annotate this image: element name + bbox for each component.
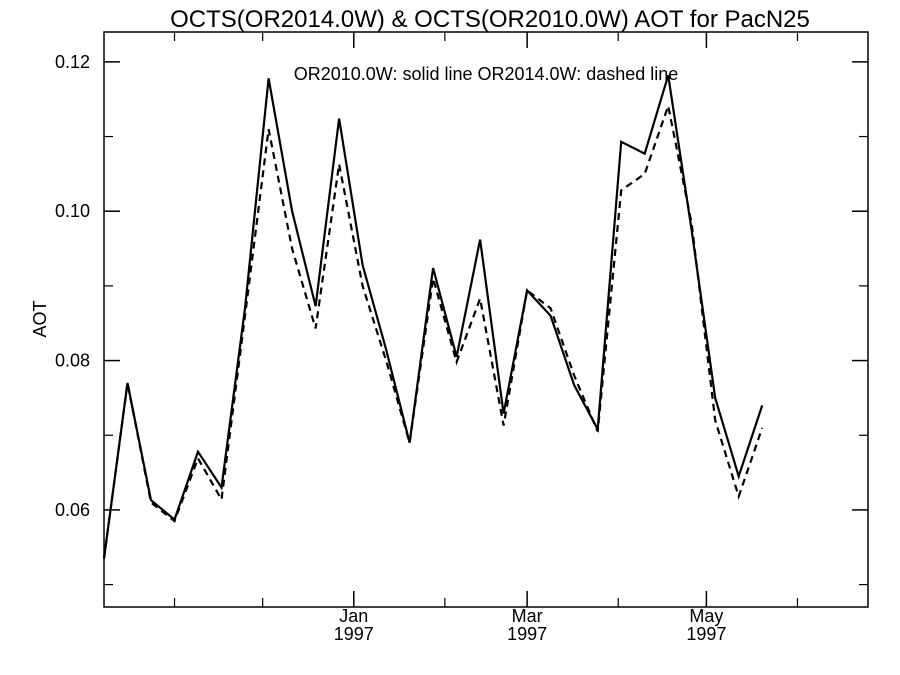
y-tick-label: 0.08 <box>55 351 90 371</box>
series-layer <box>102 74 764 559</box>
y-tick-label: 0.10 <box>55 201 90 221</box>
series-line-or2010-0w <box>102 74 764 559</box>
legend-annotation: OR2010.0W: solid line OR2014.0W: dashed … <box>294 64 679 84</box>
plot-frame <box>103 31 869 608</box>
x-tick-year-label: 1997 <box>507 624 547 644</box>
x-tick-month-label: Jan <box>339 606 368 626</box>
y-tick-label: 0.12 <box>55 52 90 72</box>
x-tick-month-label: Mar <box>512 606 543 626</box>
x-tick-year-label: 1997 <box>334 624 374 644</box>
y-axis-label: AOT <box>30 300 50 337</box>
x-tick-month-label: May <box>689 606 723 626</box>
x-tick-year-label: 1997 <box>686 624 726 644</box>
chart-title: OCTS(OR2014.0W) & OCTS(OR2010.0W) AOT fo… <box>170 6 810 33</box>
y-tick-label: 0.06 <box>55 500 90 520</box>
series-line-or2014-0w <box>102 101 764 559</box>
